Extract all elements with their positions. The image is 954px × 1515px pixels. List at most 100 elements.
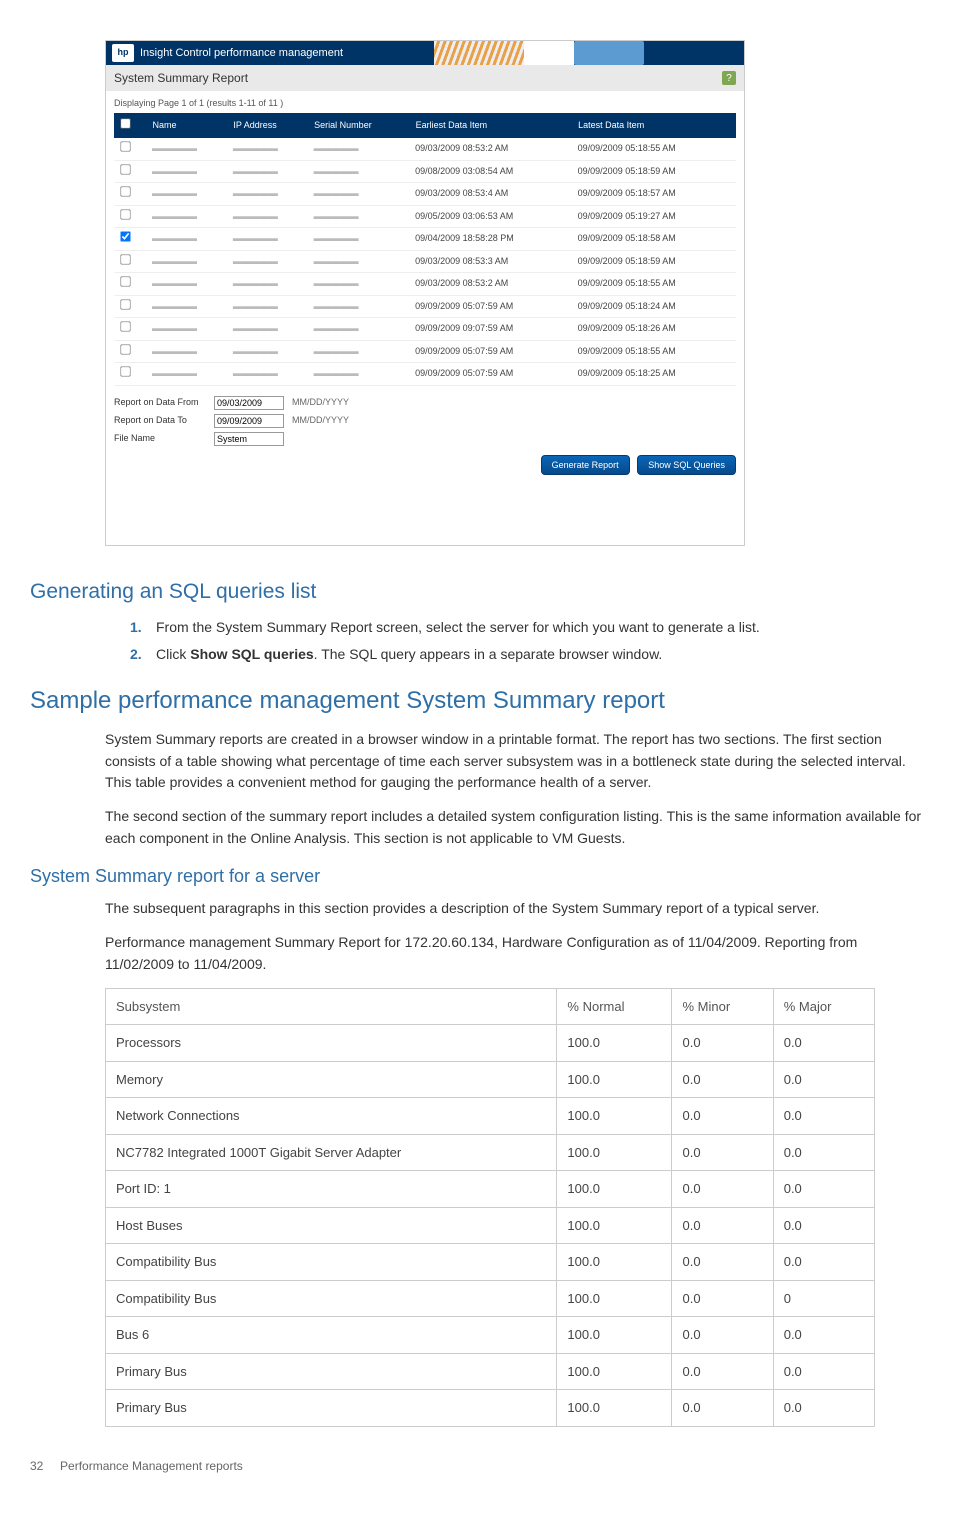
row-checkbox[interactable]: [120, 209, 130, 219]
row-checkbox[interactable]: [120, 276, 130, 286]
table-row[interactable]: ▬▬▬▬▬▬▬▬▬▬▬▬▬▬▬09/03/2009 08:53:2 AM09/0…: [115, 138, 736, 161]
show-sql-button[interactable]: Show SQL Queries: [637, 455, 736, 475]
grid-col-5[interactable]: Latest Data Item: [574, 113, 736, 138]
summary-cell: 0.0: [672, 1171, 773, 1208]
summary-cell: 0.0: [773, 1025, 874, 1062]
table-row[interactable]: ▬▬▬▬▬▬▬▬▬▬▬▬▬▬▬09/08/2009 03:08:54 AM09/…: [115, 160, 736, 183]
redacted-cell: ▬▬▬▬▬: [229, 318, 310, 341]
app-header: hp Insight Control performance managemen…: [106, 41, 744, 65]
grid-col-4[interactable]: Earliest Data Item: [411, 113, 574, 138]
earliest-cell: 09/04/2009 18:58:28 PM: [411, 228, 574, 251]
summary-cell: Bus 6: [106, 1317, 557, 1354]
row-checkbox[interactable]: [120, 299, 130, 309]
table-row[interactable]: ▬▬▬▬▬▬▬▬▬▬▬▬▬▬▬09/03/2009 08:53:3 AM09/0…: [115, 250, 736, 273]
summary-cell: 0.0: [672, 1025, 773, 1062]
date-to-input[interactable]: [214, 414, 284, 428]
table-row[interactable]: ▬▬▬▬▬▬▬▬▬▬▬▬▬▬▬09/09/2009 05:07:59 AM09/…: [115, 363, 736, 386]
heading-sample: Sample performance management System Sum…: [30, 683, 924, 719]
summary-row: Compatibility Bus100.00.00: [106, 1280, 875, 1317]
generate-report-button[interactable]: Generate Report: [541, 455, 630, 475]
report-form: Report on Data From MM/DD/YYYY Report on…: [114, 396, 736, 446]
summary-cell: 100.0: [557, 1390, 672, 1427]
table-row[interactable]: ▬▬▬▬▬▬▬▬▬▬▬▬▬▬▬09/09/2009 09:07:59 AM09/…: [115, 318, 736, 341]
earliest-cell: 09/03/2009 08:53:2 AM: [411, 273, 574, 296]
row-checkbox[interactable]: [120, 141, 130, 151]
paging-text: Displaying Page 1 of 1 (results 1-11 of …: [114, 97, 736, 111]
row-checkbox[interactable]: [120, 321, 130, 331]
redacted-cell: ▬▬▬▬▬: [229, 205, 310, 228]
grid-col-3[interactable]: Serial Number: [310, 113, 411, 138]
redacted-cell: ▬▬▬▬▬: [310, 318, 411, 341]
table-row[interactable]: ▬▬▬▬▬▬▬▬▬▬▬▬▬▬▬09/09/2009 05:07:59 AM09/…: [115, 295, 736, 318]
table-row[interactable]: ▬▬▬▬▬▬▬▬▬▬▬▬▬▬▬09/05/2009 03:06:53 AM09/…: [115, 205, 736, 228]
row-checkbox[interactable]: [120, 366, 130, 376]
step-item: From the System Summary Report screen, s…: [130, 617, 924, 638]
redacted-cell: ▬▬▬▬▬: [229, 138, 310, 161]
redacted-cell: ▬▬▬▬▬: [310, 250, 411, 273]
summary-cell: 0.0: [773, 1317, 874, 1354]
summary-cell: 100.0: [557, 1171, 672, 1208]
summary-cell: 100.0: [557, 1317, 672, 1354]
swoosh-icon: [434, 41, 644, 65]
redacted-cell: ▬▬▬▬▬: [148, 363, 229, 386]
table-row[interactable]: ▬▬▬▬▬▬▬▬▬▬▬▬▬▬▬09/03/2009 08:53:4 AM09/0…: [115, 183, 736, 206]
summary-cell: 100.0: [557, 1207, 672, 1244]
latest-cell: 09/09/2009 05:18:24 AM: [574, 295, 736, 318]
summary-row: Bus 6100.00.00.0: [106, 1317, 875, 1354]
row-checkbox[interactable]: [120, 186, 130, 196]
redacted-cell: ▬▬▬▬▬: [148, 183, 229, 206]
table-row[interactable]: ▬▬▬▬▬▬▬▬▬▬▬▬▬▬▬09/04/2009 18:58:28 PM09/…: [115, 228, 736, 251]
summary-cell: 100.0: [557, 1134, 672, 1171]
summary-cell: Host Buses: [106, 1207, 557, 1244]
summary-col: % Major: [773, 988, 874, 1025]
summary-row: Compatibility Bus100.00.00.0: [106, 1244, 875, 1281]
earliest-cell: 09/03/2009 08:53:2 AM: [411, 138, 574, 161]
summary-cell: Port ID: 1: [106, 1171, 557, 1208]
redacted-cell: ▬▬▬▬▬: [310, 363, 411, 386]
summary-cell: 100.0: [557, 1098, 672, 1135]
heading-sql: Generating an SQL queries list: [30, 576, 924, 608]
summary-cell: Network Connections: [106, 1098, 557, 1135]
latest-cell: 09/09/2009 05:18:26 AM: [574, 318, 736, 341]
row-checkbox[interactable]: [120, 344, 130, 354]
filename-label: File Name: [114, 432, 214, 446]
summary-row: Port ID: 1100.00.00.0: [106, 1171, 875, 1208]
summary-cell: 100.0: [557, 1061, 672, 1098]
table-row[interactable]: ▬▬▬▬▬▬▬▬▬▬▬▬▬▬▬09/09/2009 05:07:59 AM09/…: [115, 340, 736, 363]
row-checkbox[interactable]: [120, 164, 130, 174]
earliest-cell: 09/09/2009 09:07:59 AM: [411, 318, 574, 341]
grid-col-2[interactable]: IP Address: [229, 113, 310, 138]
summary-cell: 0.0: [672, 1207, 773, 1244]
summary-cell: 0.0: [773, 1207, 874, 1244]
select-all-checkbox[interactable]: [120, 118, 130, 128]
summary-cell: Processors: [106, 1025, 557, 1062]
earliest-cell: 09/08/2009 03:08:54 AM: [411, 160, 574, 183]
help-icon[interactable]: ?: [722, 71, 736, 85]
summary-cell: 0.0: [773, 1061, 874, 1098]
page-title: System Summary Report: [114, 69, 248, 87]
redacted-cell: ▬▬▬▬▬: [310, 273, 411, 296]
row-checkbox[interactable]: [120, 254, 130, 264]
grid-col-1[interactable]: Name: [148, 113, 229, 138]
redacted-cell: ▬▬▬▬▬: [310, 340, 411, 363]
earliest-cell: 09/03/2009 08:53:3 AM: [411, 250, 574, 273]
latest-cell: 09/09/2009 05:18:57 AM: [574, 183, 736, 206]
step-item: Click Show SQL queries. The SQL query ap…: [130, 644, 924, 665]
earliest-cell: 09/09/2009 05:07:59 AM: [411, 363, 574, 386]
grid-col-0[interactable]: [115, 113, 149, 138]
summary-cell: Primary Bus: [106, 1353, 557, 1390]
table-row[interactable]: ▬▬▬▬▬▬▬▬▬▬▬▬▬▬▬09/03/2009 08:53:2 AM09/0…: [115, 273, 736, 296]
row-checkbox[interactable]: [120, 231, 130, 241]
redacted-cell: ▬▬▬▬▬: [148, 295, 229, 318]
summary-cell: 0.0: [672, 1280, 773, 1317]
redacted-cell: ▬▬▬▬▬: [229, 250, 310, 273]
redacted-cell: ▬▬▬▬▬: [229, 295, 310, 318]
summary-cell: 0.0: [672, 1317, 773, 1354]
redacted-cell: ▬▬▬▬▬: [148, 340, 229, 363]
paragraph-4: Performance management Summary Report fo…: [105, 932, 924, 975]
filename-input[interactable]: [214, 432, 284, 446]
date-hint-1: MM/DD/YYYY: [292, 396, 349, 410]
date-from-label: Report on Data From: [114, 396, 214, 410]
date-hint-2: MM/DD/YYYY: [292, 414, 349, 428]
date-from-input[interactable]: [214, 396, 284, 410]
